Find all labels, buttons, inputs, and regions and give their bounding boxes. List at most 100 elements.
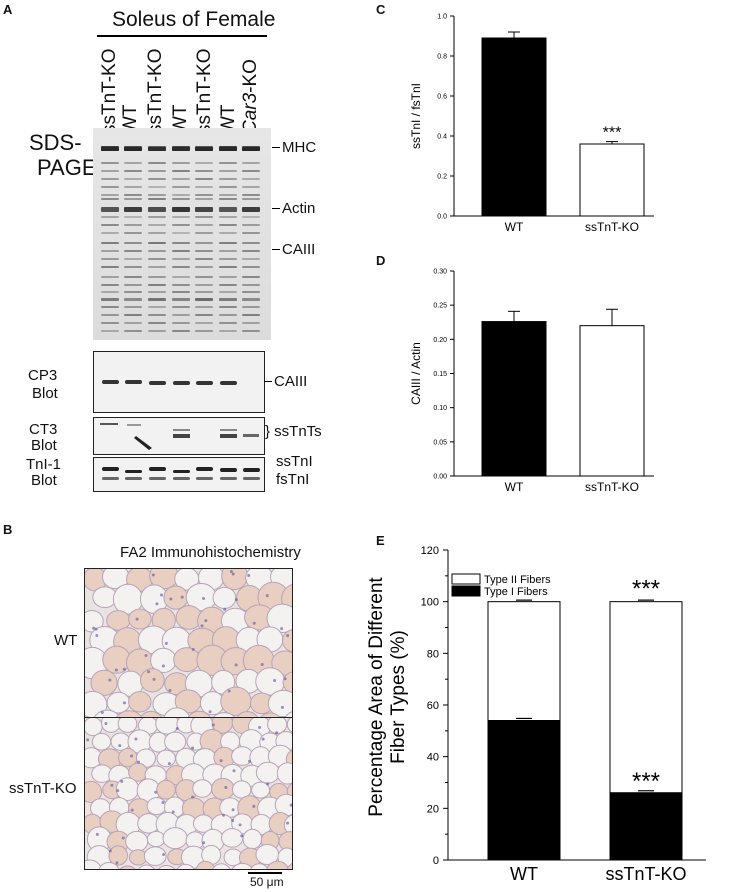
y-tick-label: 0.8 xyxy=(437,54,447,61)
gel-band xyxy=(172,330,190,332)
muscle-fiber xyxy=(143,846,167,866)
muscle-fiber xyxy=(220,828,244,848)
nucleus xyxy=(161,664,165,668)
ct3-label-1: CT3 xyxy=(29,421,58,438)
gel-band xyxy=(148,266,166,268)
gel-band xyxy=(219,198,237,200)
gel-band xyxy=(219,170,237,172)
nucleus xyxy=(258,725,262,729)
panel-b-letter: B xyxy=(3,522,13,537)
gel-band xyxy=(242,224,260,226)
muscle-fiber xyxy=(146,831,166,848)
nucleus xyxy=(110,783,114,787)
muscle-fiber xyxy=(250,863,269,869)
nucleus xyxy=(122,667,126,671)
lane-label-5: ssTnT-KO xyxy=(194,48,215,134)
gel-band xyxy=(172,178,190,180)
gel-band xyxy=(219,242,237,244)
actin-label: Actin xyxy=(282,200,316,217)
nucleus xyxy=(231,808,235,812)
gel-band xyxy=(242,314,260,316)
nucleus xyxy=(211,723,215,727)
tni-bands xyxy=(102,467,260,480)
nucleus xyxy=(231,572,235,576)
gel-band xyxy=(148,162,166,164)
nucleus xyxy=(275,731,279,735)
nucleus xyxy=(92,626,96,630)
gel-band xyxy=(242,250,260,252)
gel-band xyxy=(124,298,142,301)
gel-band xyxy=(172,207,190,212)
gel-band xyxy=(195,170,213,172)
muscle-fiber xyxy=(91,732,112,751)
x-category-label: WT xyxy=(505,220,524,234)
gel-band xyxy=(242,258,260,260)
nucleus xyxy=(283,677,287,681)
gel-band xyxy=(124,266,142,268)
muscle-fiber xyxy=(85,718,103,737)
gel-band xyxy=(219,178,237,180)
gel-band xyxy=(242,194,260,196)
tni-band-label-1: ssTnI xyxy=(276,453,313,470)
muscle-fiber xyxy=(125,830,149,853)
legend-swatch-type-ii xyxy=(451,573,481,585)
legend-label-type-i: Type I Fibers xyxy=(484,586,548,598)
y-tick-label: 0.25 xyxy=(433,303,447,310)
bar-ko xyxy=(579,143,645,217)
muscle-fiber xyxy=(266,603,292,634)
nucleus xyxy=(86,738,90,742)
gel-band xyxy=(242,147,260,151)
gel-band xyxy=(148,224,166,226)
gel-band xyxy=(101,170,119,172)
gel-band xyxy=(148,207,166,212)
gel-band xyxy=(101,314,119,316)
gel-band xyxy=(101,216,119,218)
gel-band xyxy=(124,330,142,332)
gel-band xyxy=(219,216,237,218)
gel-band xyxy=(124,186,142,188)
gel-band xyxy=(242,330,260,332)
gel-band xyxy=(124,147,142,151)
gel-band xyxy=(195,314,213,316)
muscle-fiber xyxy=(85,780,103,803)
gel-band xyxy=(219,298,237,301)
gel-band xyxy=(172,224,190,226)
muscle-fiber xyxy=(267,718,288,735)
nucleus xyxy=(120,779,124,783)
nucleus xyxy=(180,595,184,599)
ct3-label-2: Blot xyxy=(31,437,57,454)
gel-band xyxy=(101,194,119,196)
muscle-fiber xyxy=(110,732,131,751)
gel-band xyxy=(195,266,213,268)
muscle-fiber xyxy=(211,777,235,801)
nucleus xyxy=(234,598,238,602)
muscle-fiber xyxy=(85,859,103,869)
gel-band xyxy=(219,284,237,286)
gel-band xyxy=(172,186,190,188)
muscle-fiber xyxy=(90,669,118,696)
gel-band xyxy=(148,250,166,252)
ct3-band-label: } ssTnTs xyxy=(265,423,322,440)
nucleus xyxy=(227,689,231,693)
gel-band xyxy=(219,291,237,293)
gel-band xyxy=(219,250,237,252)
nucleus xyxy=(223,607,227,611)
gel-band xyxy=(219,207,237,212)
ihc-image-wt xyxy=(84,568,293,719)
gel-band xyxy=(172,147,190,151)
panel-c-letter: C xyxy=(376,2,386,17)
muscle-fiber xyxy=(176,863,195,869)
nucleus xyxy=(151,573,155,577)
cp3-label-2: Blot xyxy=(32,385,58,402)
muscle-fiber xyxy=(98,861,120,869)
muscle-fiber xyxy=(282,671,292,694)
gel-band xyxy=(124,232,142,234)
gel-band xyxy=(242,232,260,234)
muscle-fiber xyxy=(139,710,163,718)
significance-label: *** xyxy=(603,125,622,142)
gel-band xyxy=(195,298,213,301)
caiii-gel-label: CAIII xyxy=(282,241,316,258)
nucleus xyxy=(231,819,235,823)
tni-band-label-2: fsTnI xyxy=(276,471,310,488)
nucleus xyxy=(116,789,120,793)
